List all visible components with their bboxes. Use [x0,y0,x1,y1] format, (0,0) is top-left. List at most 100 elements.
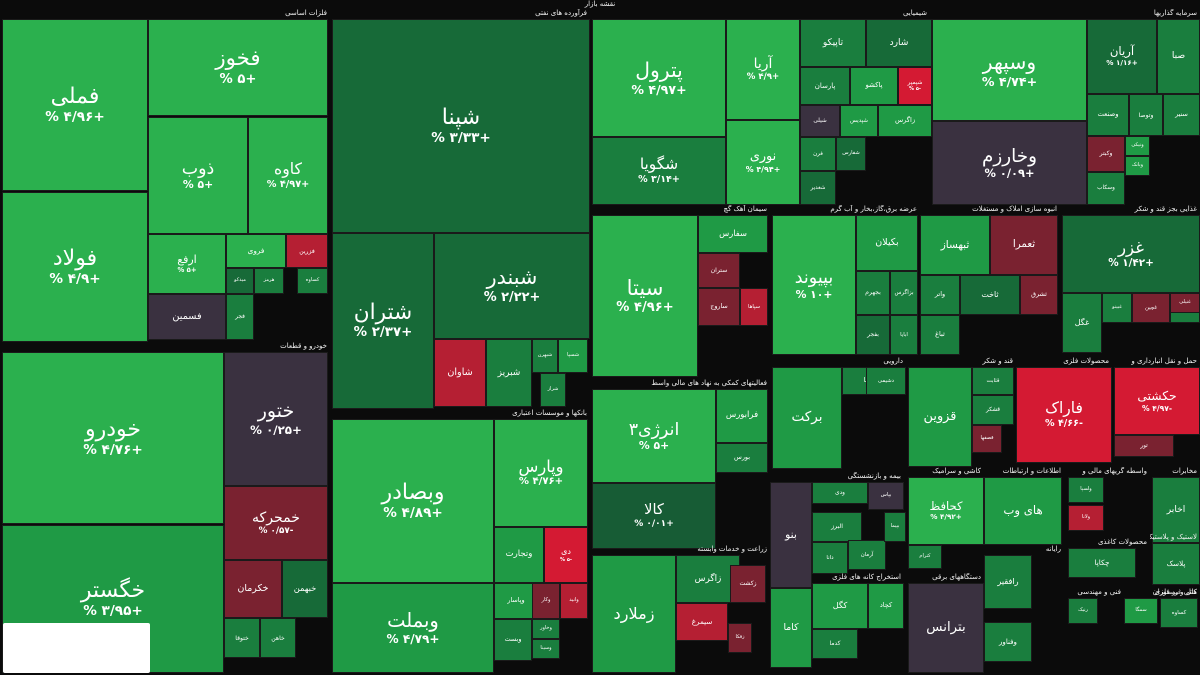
stock-tile[interactable]: چکاپا [1068,548,1136,578]
stock-tile[interactable]: خبهمن [282,560,328,618]
stock-tile[interactable]: کساوه [1160,598,1198,628]
stock-tile[interactable]: شراز [540,373,566,407]
stock-tile[interactable]: آریا +۴/۹ % [726,19,800,120]
stock-tile[interactable]: قشکر [972,395,1014,425]
stock-tile[interactable]: تور [1114,435,1174,457]
stock-tile[interactable]: بکیلان [856,215,918,271]
stock-tile[interactable]: سپاها [740,288,768,326]
stock-tile[interactable]: آرمان [848,540,886,570]
stock-tile[interactable]: وسینا [532,639,560,659]
stock-tile[interactable]: وپارس +۴/۷۶ % [494,419,588,527]
stock-tile[interactable]: فملی +۴/۹۶ % [2,19,148,191]
stock-tile[interactable]: رنیک [1068,598,1098,624]
stock-tile[interactable]: پترول +۴/۹۷ % [592,19,726,137]
stock-tile[interactable]: زکشت [730,565,766,603]
stock-tile[interactable]: بفجر [856,315,890,355]
stock-tile[interactable]: کگل [812,583,868,629]
stock-tile[interactable]: تاپیکو [800,19,866,67]
stock-tile[interactable]: دی -۵ % [544,527,588,583]
stock-tile[interactable]: وبانک [1125,156,1150,176]
stock-tile[interactable]: ثبهساز [920,215,990,275]
stock-tile[interactable]: زاگرس [878,105,932,137]
stock-tile[interactable]: ونیکی [1125,136,1150,156]
stock-tile[interactable]: نوری +۴/۹۴ % [726,120,800,205]
stock-tile[interactable]: بورس [716,443,768,473]
stock-tile[interactable]: خکرمان [224,560,282,618]
stock-tile[interactable]: البرز [812,512,862,542]
stock-tile[interactable]: وکبتر [1087,136,1125,172]
stock-tile[interactable]: فاراک -۴/۶۶ % [1016,367,1112,463]
stock-tile[interactable]: وانید [560,583,588,619]
stock-tile[interactable]: بنو [770,482,812,588]
stock-tile[interactable]: ستران [698,253,740,288]
stock-tile[interactable]: سیمرغ [676,603,728,641]
stock-tile[interactable]: بجهرم [856,271,890,315]
stock-tile[interactable]: پلاسک [1152,543,1200,585]
stock-tile[interactable]: وتجارت [494,527,544,583]
stock-tile[interactable]: غبینو [1102,293,1132,323]
stock-tile[interactable]: وکار [532,583,560,619]
stock-tile[interactable]: شبهرن [532,339,558,373]
stock-tile[interactable]: برکت [772,367,842,469]
stock-tile[interactable]: کساوه [297,268,328,294]
stock-tile[interactable]: وبست [494,619,532,661]
stock-tile[interactable]: کچاد [868,583,904,629]
stock-tile[interactable]: ساروج [698,288,740,326]
stock-tile[interactable]: ختوقا [224,618,260,658]
stock-tile[interactable]: زاگرس [676,555,740,603]
stock-tile[interactable]: فرابورس [716,389,768,443]
stock-tile[interactable]: کاما [770,588,812,668]
stock-tile[interactable]: ثشرق [1020,275,1058,315]
stock-tile[interactable]: واتر [920,275,960,315]
stock-tile[interactable]: دانا [812,542,848,574]
stock-tile[interactable]: کالا +۰/۰۱ % [592,483,716,549]
stock-tile[interactable]: فرن [800,137,836,171]
stock-tile[interactable]: های وب [984,477,1062,545]
stock-tile[interactable]: پاکشو [850,67,898,105]
stock-tile[interactable]: خمحرکه -۰/۵۷ % [224,486,328,560]
stock-tile[interactable]: فزرین [286,234,328,268]
stock-tile[interactable]: بزاگرس [890,271,918,315]
stock-tile[interactable]: فسمین [148,294,226,340]
stock-tile[interactable]: ثعمرا [990,215,1058,275]
stock-tile[interactable]: شبریز [486,339,532,407]
stock-tile[interactable]: غچین [1132,293,1170,323]
stock-tile[interactable]: خودرو +۴/۷۶ % [2,352,224,524]
stock-tile[interactable]: ذوب +۵ % [148,117,248,234]
stock-tile[interactable]: شپمپر -۵ % [898,67,932,105]
stock-tile[interactable]: شگویا +۳/۱۴ % [592,137,726,205]
stock-tile[interactable]: بپاس [868,482,904,510]
stock-tile[interactable]: ثباغ [920,315,960,355]
stock-tile[interactable]: سفارس [698,215,768,253]
stock-tile[interactable]: کحافظ +۴/۹۲ % [908,477,984,545]
stock-tile[interactable]: ابایا [890,315,918,355]
stock-tile[interactable]: فخوز +۵ % [148,19,328,116]
stock-tile[interactable]: وخاور [532,619,560,639]
stock-tile[interactable]: فجر [226,294,254,340]
stock-tile[interactable]: ودی [812,482,868,504]
stock-tile[interactable]: وخارزم +۰/۰۹ % [932,121,1087,205]
stock-tile[interactable]: وبصادر +۴/۸۹ % [332,419,494,583]
stock-tile[interactable]: شتران +۲/۳۷ % [332,233,434,409]
stock-tile[interactable]: شغدیر [800,171,836,205]
stock-tile[interactable]: بپیما [884,512,906,542]
stock-tile[interactable]: شیلی [800,105,840,137]
stock-tile[interactable]: شاوان [434,339,486,407]
stock-tile[interactable]: بترانس [908,583,984,673]
stock-tile[interactable]: ارفع +۵ % [148,234,226,294]
stock-tile[interactable]: وفناور [984,622,1032,662]
stock-tile[interactable]: انرژی۳ +۵ % [592,389,716,483]
stock-tile[interactable]: صبا [1157,19,1200,94]
stock-tile[interactable]: سمگا [1124,598,1158,624]
stock-tile[interactable]: شسپا [558,339,588,373]
stock-tile[interactable]: زفکا [728,623,752,653]
stock-tile[interactable]: خاهن [260,618,296,658]
stock-tile[interactable]: غزر +۱/۴۲ % [1062,215,1200,293]
stock-tile[interactable]: شپنا +۳/۳۳ % [332,19,590,233]
stock-tile[interactable]: شبندر +۲/۲۲ % [434,233,590,339]
stock-tile[interactable]: رافقیر [984,555,1032,609]
stock-tile[interactable]: غنیلی [1170,293,1200,313]
stock-tile[interactable]: کاوه +۴/۹۷ % [248,117,328,234]
stock-tile[interactable]: پارسان [800,67,850,105]
stock-tile[interactable]: شپدیس [840,105,878,137]
